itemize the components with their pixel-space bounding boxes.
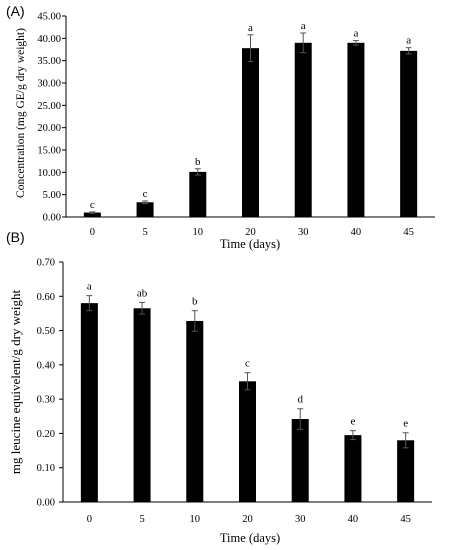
x-tick-label: 40 (351, 227, 362, 238)
panel-a-y-axis-label: Concentration (mg GE/g dry weight) (15, 28, 27, 198)
y-tick-label: 0.00 (43, 213, 61, 224)
significance-letter: c (245, 358, 250, 370)
significance-letter: c (90, 199, 95, 211)
bar (397, 440, 415, 502)
y-tick-label: 15.00 (37, 146, 61, 157)
bar (242, 48, 259, 217)
x-tick-label: 30 (298, 227, 309, 238)
y-tick-label: 10.00 (37, 168, 61, 179)
bar (186, 320, 204, 502)
y-tick-label: 40.00 (37, 34, 61, 45)
y-tick-label: 35.00 (37, 56, 61, 67)
x-tick-label: 45 (400, 514, 411, 525)
y-tick-label: 0.10 (37, 463, 55, 474)
panel-b-significance-letters: a ab b c d e e (87, 281, 408, 430)
y-tick-label: 20.00 (37, 123, 61, 134)
y-tick-label: 0.40 (37, 360, 55, 371)
x-tick-label: 30 (295, 514, 306, 525)
bar (400, 50, 418, 218)
y-tick-label: 0.00 (37, 498, 55, 509)
significance-letter: c (143, 188, 148, 200)
y-tick-label: 0.30 (37, 395, 55, 406)
x-tick-label: 45 (403, 227, 414, 238)
y-tick-label: 0.60 (37, 292, 55, 303)
significance-letter: d (297, 394, 303, 406)
x-tick-label: 40 (348, 514, 359, 525)
bar (133, 308, 151, 502)
bar (189, 171, 207, 217)
panel-b-error-bars (86, 295, 409, 449)
significance-letter: b (192, 296, 198, 308)
bar (347, 42, 365, 217)
significance-letter: e (403, 418, 408, 430)
panel-a-label: (A) (6, 3, 25, 19)
bar (80, 303, 98, 502)
panel-b-x-ticks: 0 5 10 20 30 40 45 (87, 514, 411, 525)
x-tick-label: 0 (90, 227, 95, 238)
panel-b-y-axis-label: mg leucine equivelent/g dry weight (8, 290, 23, 475)
panel-b-label: (B) (6, 229, 25, 245)
panel-a-bars (83, 42, 418, 218)
bar (344, 435, 362, 502)
bar (136, 202, 154, 217)
bar (239, 381, 256, 502)
panel-b: (B) a ab b c d e e 0.00 0.10 0.20 0.30 0.40 0.50 0.6… (6, 229, 432, 545)
significance-letter: ab (137, 287, 148, 299)
panel-a-x-axis-label: Time (days) (220, 237, 280, 251)
significance-letter: a (248, 22, 253, 34)
significance-letter: a (353, 28, 358, 40)
panel-a-x-ticks: 0 5 10 20 30 40 45 (90, 227, 414, 238)
panel-b-x-axis-label: Time (days) (220, 531, 280, 545)
y-tick-label: 0.50 (37, 326, 55, 337)
x-tick-label: 5 (139, 514, 144, 525)
significance-letter: a (406, 35, 411, 47)
significance-letter: e (350, 416, 355, 428)
significance-letter: a (87, 281, 92, 293)
panel-a: (A) c c b a a a a 0.00 5.00 10.00 15.00 20.00 25.00… (6, 3, 435, 251)
bar (83, 212, 101, 217)
y-tick-label: 45.00 (37, 12, 61, 23)
y-tick-label: 0.20 (37, 429, 55, 440)
panel-b-bars (80, 303, 415, 502)
x-tick-label: 20 (245, 227, 256, 238)
y-tick-label: 5.00 (43, 190, 61, 201)
y-tick-label: 0.70 (37, 258, 55, 269)
x-tick-label: 5 (142, 227, 147, 238)
x-tick-label: 0 (87, 514, 92, 525)
x-tick-label: 10 (190, 514, 201, 525)
panel-b-y-ticks: 0.00 0.10 0.20 0.30 0.40 0.50 0.60 0.70 (37, 258, 63, 509)
bar (294, 42, 312, 217)
y-tick-label: 25.00 (37, 101, 61, 112)
significance-letter: b (195, 156, 201, 168)
panel-a-significance-letters: c c b a a a a (90, 20, 411, 211)
x-tick-label: 20 (242, 514, 253, 525)
panel-a-error-bars (89, 32, 412, 214)
x-tick-label: 10 (193, 227, 204, 238)
panel-a-y-ticks: 0.00 5.00 10.00 15.00 20.00 25.00 30.00 35.00 40… (37, 12, 66, 224)
y-tick-label: 30.00 (37, 79, 61, 90)
significance-letter: a (301, 20, 306, 32)
bar (291, 419, 309, 502)
